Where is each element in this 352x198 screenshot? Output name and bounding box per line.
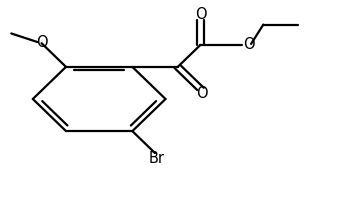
Text: O: O bbox=[195, 7, 206, 22]
Text: Br: Br bbox=[149, 151, 165, 166]
Text: O: O bbox=[243, 37, 254, 52]
Text: O: O bbox=[196, 86, 208, 101]
Text: O: O bbox=[36, 35, 48, 50]
